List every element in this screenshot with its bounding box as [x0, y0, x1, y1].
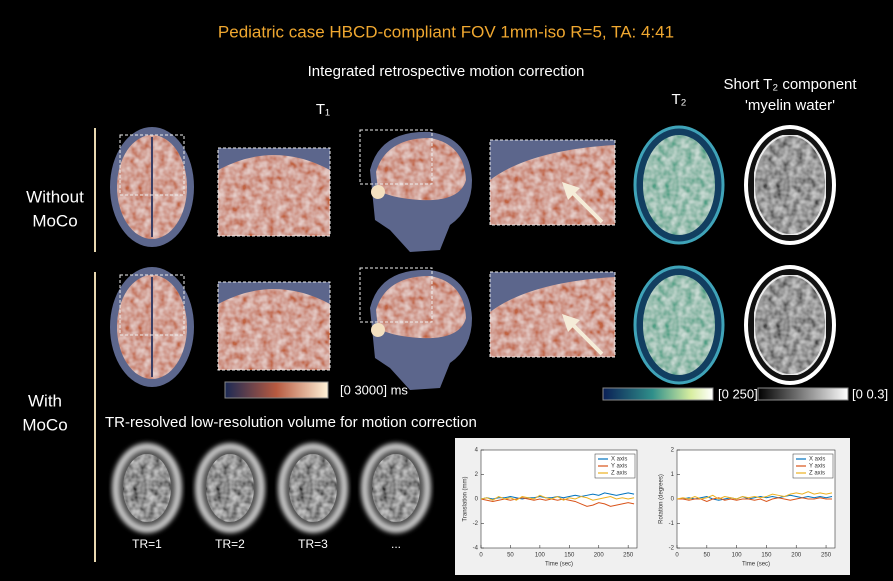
- t2-axial: [635, 267, 723, 383]
- y-tick-label: 0: [671, 497, 675, 503]
- t1-crop: [218, 148, 330, 236]
- t1-crop: [218, 282, 330, 370]
- tr-label: TR=3: [298, 537, 328, 551]
- t1-crop: [490, 272, 615, 357]
- x-tick-label: 200: [594, 553, 605, 559]
- myelin-axial: [746, 127, 834, 243]
- tr-label: TR=2: [215, 537, 245, 551]
- images-with-moco: [110, 267, 834, 390]
- t2-axial: [635, 127, 723, 243]
- t1-axial: [110, 267, 194, 387]
- series-line: [677, 497, 833, 502]
- column-label: 'myelin water': [745, 97, 835, 114]
- series-line: [676, 491, 833, 500]
- caption: TR-resolved low-resolution volume for mo…: [105, 414, 477, 431]
- x-tick-label: 50: [507, 553, 514, 559]
- subtitle: Integrated retrospective motion correcti…: [308, 63, 585, 80]
- legend-label: X axis: [809, 457, 825, 463]
- row-label: With: [28, 391, 62, 410]
- y-axis-label: Rotation (degrees): [659, 474, 665, 524]
- legend-label: Z axis: [611, 471, 627, 477]
- lowres-image: [115, 446, 179, 530]
- y-tick-label: 4: [475, 448, 479, 454]
- legend-label: Y axis: [611, 464, 627, 470]
- x-tick-label: 100: [732, 553, 743, 559]
- myelin-axial: [746, 267, 834, 383]
- y-tick-label: 0: [475, 497, 479, 503]
- x-tick-label: 0: [479, 553, 483, 559]
- x-axis-label: Time (sec): [545, 562, 573, 568]
- colorbar-label: [0 3000] ms: [340, 382, 408, 397]
- colorbar: [224, 381, 329, 399]
- row-label: MoCo: [32, 211, 77, 230]
- y-tick-label: -2: [669, 546, 675, 552]
- x-tick-label: 200: [791, 553, 802, 559]
- x-tick-label: 250: [623, 553, 634, 559]
- colorbar: [602, 387, 714, 401]
- colorbar: [757, 387, 849, 401]
- row-label: Without: [26, 187, 84, 206]
- x-tick-label: 150: [564, 553, 575, 559]
- t1-sagittal: [360, 130, 472, 252]
- legend-label: X axis: [611, 457, 627, 463]
- tr-label: ...: [391, 537, 401, 551]
- column-label: T₂: [672, 91, 687, 108]
- x-tick-label: 50: [703, 553, 710, 559]
- t1-sagittal: [360, 268, 472, 390]
- lowres-image: [364, 446, 428, 530]
- y-tick-label: 1: [671, 472, 675, 478]
- t1-axial: [110, 127, 194, 247]
- x-axis-label: Time (sec): [742, 562, 770, 568]
- y-tick-label: -4: [473, 546, 479, 552]
- y-tick-label: -2: [473, 521, 479, 527]
- column-label: Short T₂ component: [723, 76, 857, 93]
- y-tick-label: 2: [671, 448, 675, 454]
- series-line: [480, 497, 635, 507]
- colorbar-label: [0 0.3]: [852, 386, 888, 401]
- y-tick-label: 2: [475, 472, 479, 478]
- x-tick-label: 250: [821, 553, 832, 559]
- x-tick-label: 150: [761, 553, 772, 559]
- x-tick-label: 0: [675, 553, 679, 559]
- y-axis-label: Translation (mm): [463, 476, 469, 521]
- series-line: [480, 494, 635, 501]
- x-tick-label: 100: [535, 553, 546, 559]
- column-label: T₁: [316, 101, 330, 118]
- y-tick-label: -1: [669, 521, 675, 527]
- title: Pediatric case HBCD-compliant FOV 1mm-is…: [218, 22, 674, 41]
- lowres-image: [281, 446, 345, 530]
- series-line: [677, 494, 833, 501]
- row-label: MoCo: [22, 415, 67, 434]
- images-without-moco: [110, 127, 834, 252]
- t1-crop: [490, 140, 615, 225]
- lowres-image: [198, 446, 262, 530]
- legend-label: Y axis: [809, 464, 825, 470]
- tr-label: TR=1: [132, 537, 162, 551]
- legend-label: Z axis: [809, 471, 825, 477]
